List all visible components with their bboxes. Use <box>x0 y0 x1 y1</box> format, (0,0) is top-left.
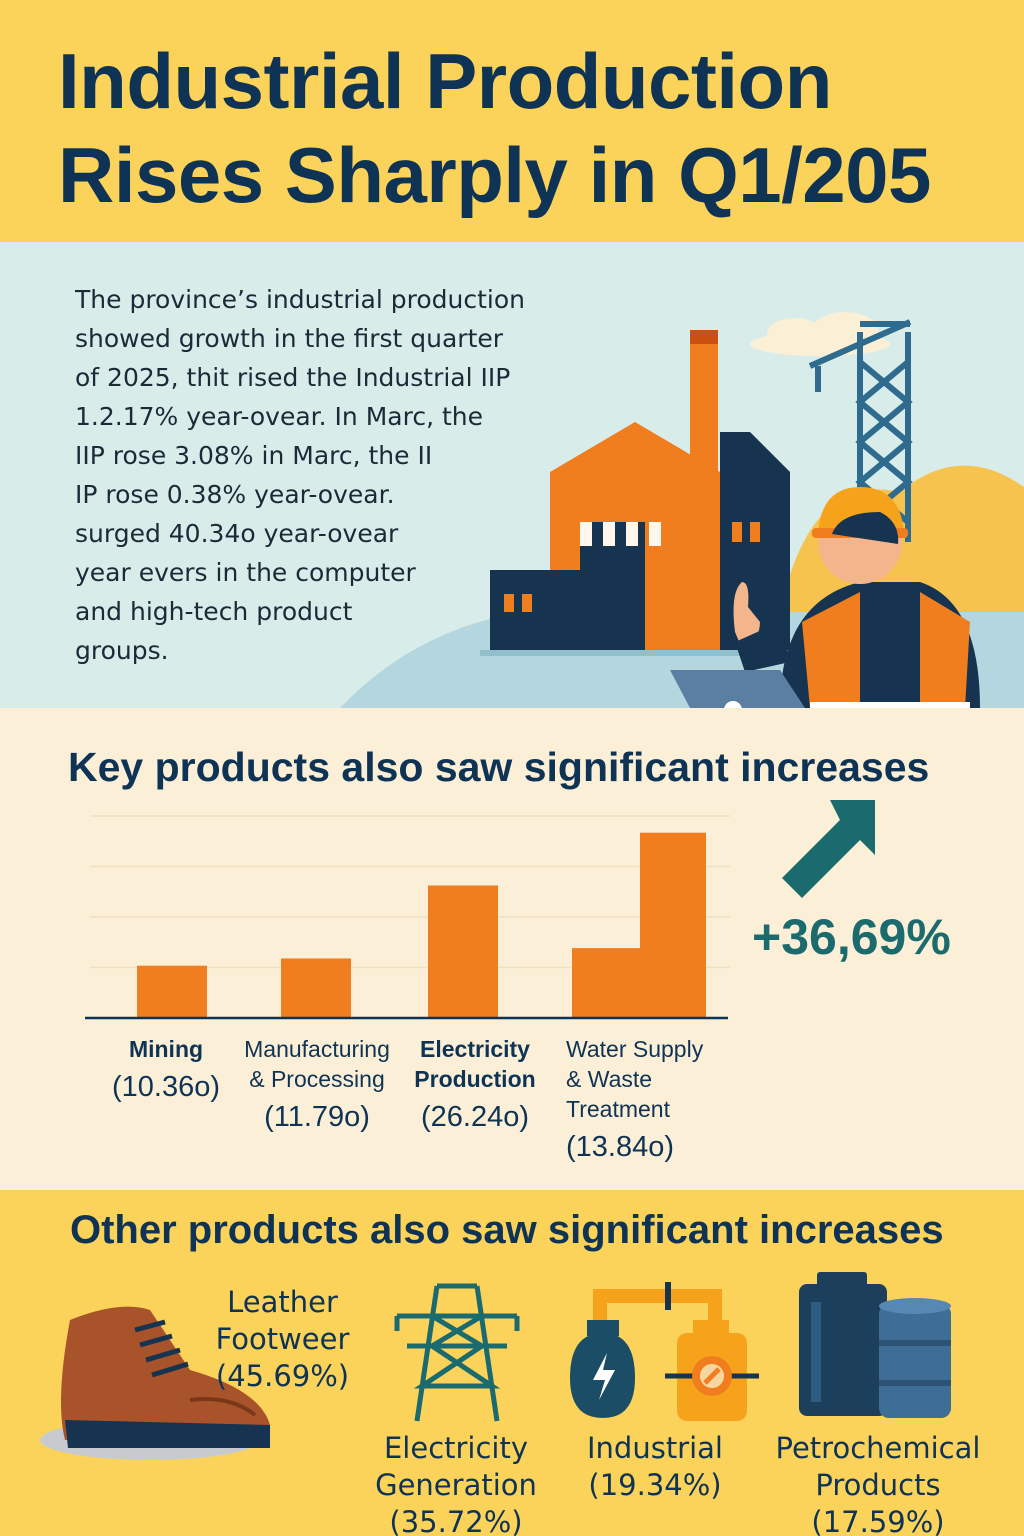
product-value: (35.72%) <box>389 1505 523 1536</box>
factory-worker-illustration <box>340 312 1024 708</box>
page-title: Industrial Production Rises Sharply in Q… <box>58 34 1008 222</box>
intro-line: groups. <box>75 636 169 665</box>
shoe-icon <box>40 1306 270 1460</box>
bar-water-supply-waste-treatment <box>572 948 642 1018</box>
title-line-1: Industrial Production <box>58 37 832 125</box>
key-products-bar-chart <box>85 815 730 1020</box>
intro-line: IP rose 0.38% year-ovear. <box>75 480 395 509</box>
product-name: Industrial <box>586 1431 723 1465</box>
category-label-manufacturing: Manufacturing & Processing (11.79o) <box>232 1034 402 1134</box>
worker-icon <box>733 487 980 708</box>
product-name: Leather <box>227 1285 338 1319</box>
intro-line: and high-tech product <box>75 597 353 626</box>
category-name: Production <box>414 1066 536 1092</box>
laptop-icon <box>670 670 805 708</box>
intro-line: showed growth in the first quarter <box>75 324 504 353</box>
intro-section: The province’s industrial production sho… <box>0 242 1024 708</box>
category-name: & Processing <box>249 1066 385 1092</box>
other-products-section: Other products also saw significant incr… <box>0 1190 1024 1536</box>
category-label-water: Water Supply & Waste Treatment (13.84o) <box>566 1034 726 1164</box>
other-products-heading: Other products also saw significant incr… <box>70 1208 944 1252</box>
category-label-electricity: Electricity Production (26.24o) <box>400 1034 550 1134</box>
product-label-industrial: Industrial (19.34%) <box>570 1430 740 1504</box>
category-value: (11.79o) <box>264 1101 370 1133</box>
bar-electricity-production <box>428 885 498 1018</box>
intro-line: The province’s industrial production <box>75 285 525 314</box>
category-name: Treatment <box>566 1096 670 1122</box>
headline-growth-value: +36,69% <box>752 909 951 965</box>
title-line-2: Rises Sharply in Q1/205 <box>58 131 931 219</box>
intro-line: IIP rose 3.08% in Marc, the II <box>75 441 433 470</box>
intro-line: surged 40.34o year-ovear <box>75 519 399 548</box>
title-band: Industrial Production Rises Sharply in Q… <box>0 0 1024 242</box>
bar-mining <box>137 965 207 1018</box>
product-name: Petrochemical <box>775 1431 981 1465</box>
product-name: Electricity <box>383 1431 529 1465</box>
product-value: (17.59%) <box>811 1505 945 1536</box>
barrels-icon <box>799 1272 951 1418</box>
product-value: (45.69%) <box>215 1359 350 1393</box>
category-value: (13.84o) <box>566 1131 675 1163</box>
bar-manufacturing-processing <box>281 958 351 1018</box>
category-name: & Waste <box>566 1066 653 1092</box>
key-products-heading: Key products also saw significant increa… <box>68 744 930 790</box>
intro-line: of 2025, thit rised the Industrial IIP <box>75 363 511 392</box>
category-name: Manufacturing <box>244 1036 390 1062</box>
product-label-petrochemical: Petrochemical Products (17.59%) <box>762 1430 994 1536</box>
product-name: Generation <box>375 1468 537 1502</box>
intro-line: year evers in the computer <box>75 558 416 587</box>
category-value: (26.24o) <box>420 1101 529 1133</box>
category-name: Water Supply <box>566 1036 704 1062</box>
product-name: Footweer <box>215 1322 350 1356</box>
category-label-mining: Mining (10.36o) <box>96 1034 236 1104</box>
factory-icon <box>480 330 790 656</box>
category-value: (10.36o) <box>111 1071 220 1103</box>
key-products-section: Key products also saw significant increa… <box>0 708 1024 1190</box>
category-name: Electricity <box>420 1036 530 1062</box>
trend-up-arrow-icon <box>782 800 875 898</box>
product-name: Products <box>815 1468 941 1502</box>
product-label-electricity-generation: Electricity Generation (35.72%) <box>365 1430 547 1536</box>
product-value: (19.34%) <box>588 1468 722 1502</box>
category-name: Mining <box>128 1036 204 1062</box>
intro-paragraph: The province’s industrial production sho… <box>75 280 595 670</box>
industrial-tanks-icon <box>570 1282 759 1421</box>
crane-icon <box>808 319 913 542</box>
cloud-icon <box>750 312 890 356</box>
power-tower-icon <box>394 1283 520 1422</box>
bar-headline-growth <box>640 832 706 1018</box>
intro-line: 1.2.17% year-ovear. In Marc, the <box>75 402 483 431</box>
product-label-leather: Leather Footweer (45.69%) <box>200 1284 365 1395</box>
